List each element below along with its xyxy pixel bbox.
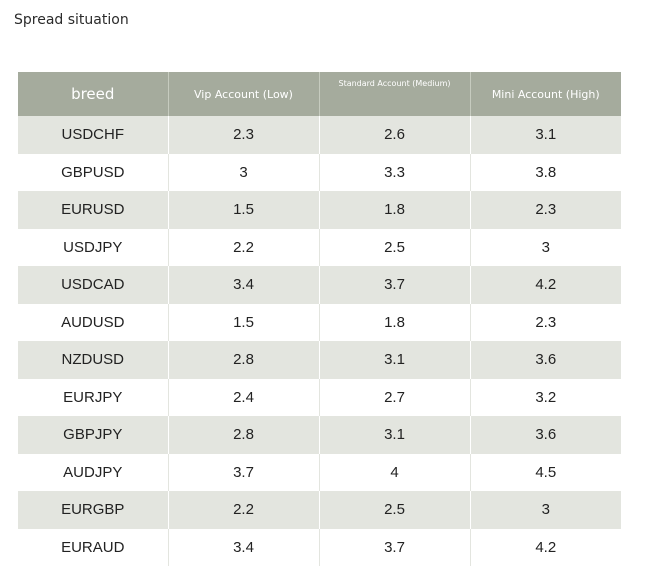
cell-standard: 2.5	[319, 491, 471, 529]
cell-mini: 4.2	[470, 528, 621, 566]
cell-vip: 1.5	[168, 303, 320, 341]
cell-vip: 3.4	[168, 528, 320, 566]
cell-mini: 2.3	[470, 303, 621, 341]
cell-mini: 3	[470, 491, 621, 529]
header-breed: breed	[18, 72, 169, 116]
cell-vip: 3.4	[168, 266, 320, 304]
cell-standard: 3.3	[319, 153, 471, 191]
table-row: EURJPY 2.4 2.7 3.2	[18, 378, 621, 416]
cell-mini: 3.8	[470, 153, 621, 191]
cell-standard: 3.7	[319, 266, 471, 304]
cell-vip: 2.2	[168, 228, 320, 266]
table-row: USDJPY 2.2 2.5 3	[18, 228, 621, 266]
table-row: EURAUD 3.4 3.7 4.2	[18, 528, 621, 566]
cell-breed: AUDJPY	[18, 453, 169, 491]
cell-vip: 1.5	[168, 191, 320, 229]
cell-vip: 2.8	[168, 416, 320, 454]
table-row: GBPJPY 2.8 3.1 3.6	[18, 416, 621, 454]
cell-vip: 2.8	[168, 341, 320, 379]
cell-breed: USDCHF	[18, 116, 169, 154]
table-row: NZDUSD 2.8 3.1 3.6	[18, 341, 621, 379]
cell-mini: 3.2	[470, 378, 621, 416]
cell-breed: USDJPY	[18, 228, 169, 266]
table-row: USDCHF 2.3 2.6 3.1	[18, 116, 621, 154]
page-title: Spread situation	[14, 12, 129, 28]
header-row: breed Vip Account (Low) Standard Account…	[18, 72, 621, 116]
cell-mini: 3	[470, 228, 621, 266]
header-mini-account: Mini Account (High)	[470, 72, 621, 116]
cell-standard: 2.5	[319, 228, 471, 266]
table-row: AUDUSD 1.5 1.8 2.3	[18, 303, 621, 341]
header-vip-account: Vip Account (Low)	[168, 72, 320, 116]
table-row: GBPUSD 3 3.3 3.8	[18, 153, 621, 191]
table-row: USDCAD 3.4 3.7 4.2	[18, 266, 621, 304]
table-row: EURUSD 1.5 1.8 2.3	[18, 191, 621, 229]
spread-table: breed Vip Account (Low) Standard Account…	[18, 72, 621, 566]
cell-mini: 4.5	[470, 453, 621, 491]
cell-vip: 2.4	[168, 378, 320, 416]
cell-standard: 3.1	[319, 416, 471, 454]
table-header: breed Vip Account (Low) Standard Account…	[18, 72, 621, 116]
cell-standard: 3.1	[319, 341, 471, 379]
table-row: AUDJPY 3.7 4 4.5	[18, 453, 621, 491]
cell-breed: EURUSD	[18, 191, 169, 229]
cell-breed: GBPUSD	[18, 153, 169, 191]
cell-mini: 3.6	[470, 416, 621, 454]
cell-breed: EURAUD	[18, 528, 169, 566]
table-body: USDCHF 2.3 2.6 3.1 GBPUSD 3 3.3 3.8 EURU…	[18, 116, 621, 566]
cell-vip: 2.3	[168, 116, 320, 154]
cell-mini: 4.2	[470, 266, 621, 304]
cell-breed: EURJPY	[18, 378, 169, 416]
cell-mini: 2.3	[470, 191, 621, 229]
cell-standard: 2.6	[319, 116, 471, 154]
cell-standard: 2.7	[319, 378, 471, 416]
cell-breed: EURGBP	[18, 491, 169, 529]
cell-vip: 2.2	[168, 491, 320, 529]
cell-breed: GBPJPY	[18, 416, 169, 454]
cell-standard: 3.7	[319, 528, 471, 566]
table-row: EURGBP 2.2 2.5 3	[18, 491, 621, 529]
cell-vip: 3.7	[168, 453, 320, 491]
cell-breed: USDCAD	[18, 266, 169, 304]
cell-mini: 3.6	[470, 341, 621, 379]
cell-breed: AUDUSD	[18, 303, 169, 341]
cell-vip: 3	[168, 153, 320, 191]
header-standard-account: Standard Account (Medium)	[319, 72, 471, 116]
cell-standard: 1.8	[319, 191, 471, 229]
cell-standard: 1.8	[319, 303, 471, 341]
cell-standard: 4	[319, 453, 471, 491]
cell-breed: NZDUSD	[18, 341, 169, 379]
cell-mini: 3.1	[470, 116, 621, 154]
